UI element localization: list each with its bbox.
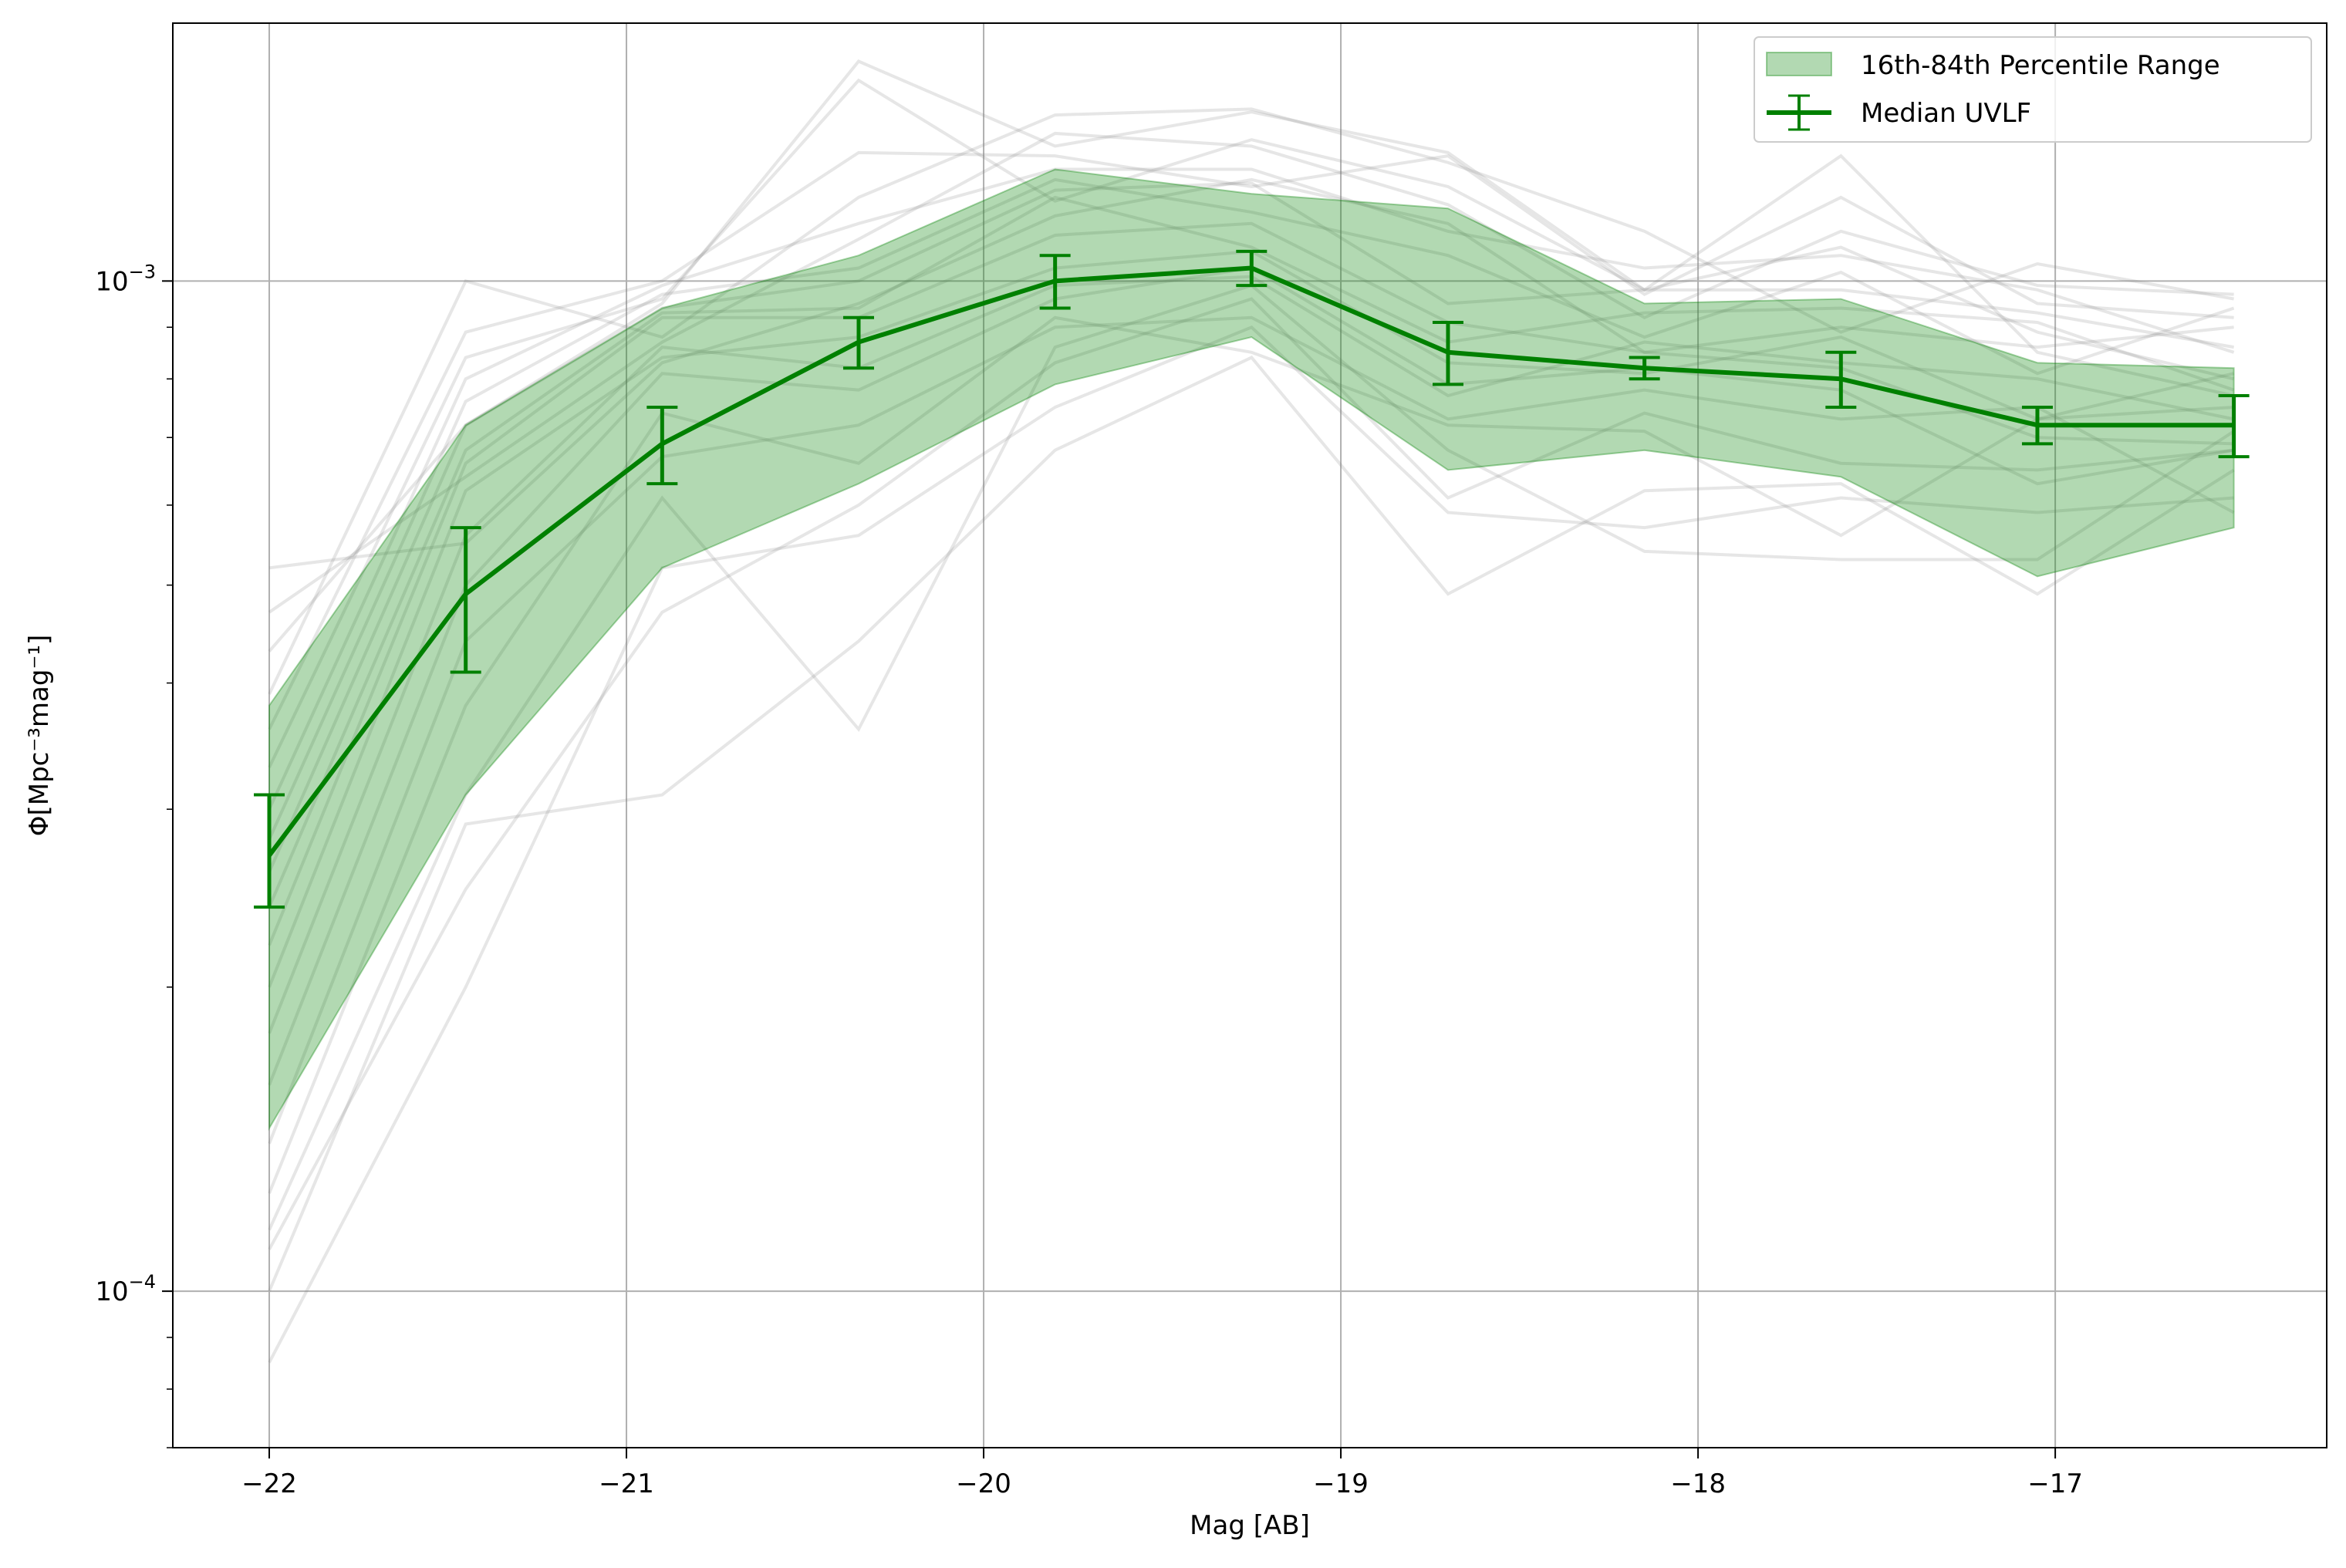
legend-box bbox=[1754, 36, 2312, 143]
error-bar bbox=[646, 405, 678, 486]
realization-line bbox=[268, 297, 2234, 1250]
error-bar bbox=[254, 793, 285, 909]
realization-line bbox=[268, 59, 2235, 652]
x-tick-label: −20 bbox=[956, 1469, 1011, 1499]
percentile-band bbox=[268, 168, 2235, 1131]
legend-median-swatch bbox=[1767, 94, 1831, 131]
realization-line bbox=[268, 78, 2235, 768]
x-tick-label: −22 bbox=[241, 1469, 297, 1499]
error-bar bbox=[1629, 356, 1660, 381]
realization-line bbox=[268, 177, 2235, 841]
realization-line bbox=[268, 356, 2235, 1292]
x-tick-label: −17 bbox=[2027, 1469, 2083, 1499]
x-tick-label: −21 bbox=[599, 1469, 654, 1499]
error-bar bbox=[2021, 405, 2053, 446]
ticks: −22 −21 −20 −19 −18 −17 10−4 10−3 bbox=[95, 261, 2083, 1499]
legend: 16th-84th Percentile Range Median UVLF bbox=[1754, 36, 2312, 143]
error-bar bbox=[1236, 249, 1268, 288]
realization-line bbox=[268, 325, 2234, 1364]
realization-line bbox=[268, 315, 2234, 1194]
plot-frame bbox=[172, 22, 2327, 1448]
realization-line bbox=[268, 150, 2234, 730]
error-bar bbox=[450, 526, 481, 674]
realization-line bbox=[268, 167, 2235, 811]
error-bar bbox=[842, 315, 874, 370]
y-tick-label: 10−3 bbox=[95, 261, 156, 297]
realization-line bbox=[268, 315, 2235, 1145]
y-axis-label: Φ[Mpc⁻³mag⁻¹] bbox=[24, 635, 55, 837]
realization-line bbox=[268, 181, 2234, 873]
percentile-band-layer bbox=[268, 168, 2235, 1131]
legend-band-label: 16th-84th Percentile Range bbox=[1861, 50, 2220, 81]
error-bar bbox=[1432, 320, 1463, 386]
error-bar bbox=[1039, 254, 1071, 310]
legend-band-swatch bbox=[1766, 52, 1832, 76]
realization-line bbox=[268, 221, 2234, 946]
legend-median-label: Median UVLF bbox=[1861, 98, 2031, 129]
realization-line bbox=[268, 195, 2235, 908]
realization-line bbox=[268, 177, 2234, 570]
realization-line bbox=[268, 131, 2234, 614]
realization-line bbox=[268, 107, 2234, 695]
x-tick-label: −19 bbox=[1313, 1469, 1369, 1499]
median-layer bbox=[254, 249, 2250, 909]
x-tick-label: −18 bbox=[1670, 1469, 1726, 1499]
y-tick-label: 10−4 bbox=[95, 1271, 156, 1307]
grid bbox=[173, 23, 2327, 1448]
x-axis-label: Mag [AB] bbox=[1190, 1510, 1310, 1541]
error-bar bbox=[2218, 394, 2250, 459]
error-bar bbox=[1825, 350, 1857, 409]
